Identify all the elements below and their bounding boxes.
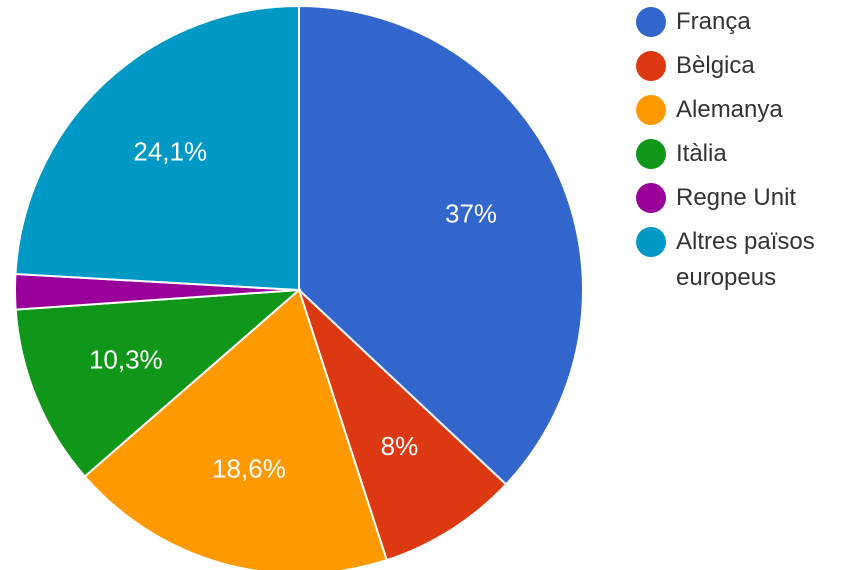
legend-item-5: Altres països europeus xyxy=(636,224,860,296)
pie-slice-1 xyxy=(298,289,508,562)
slice-value-label-3: 10,3% xyxy=(89,345,163,375)
legend-swatch-icon xyxy=(636,227,666,257)
legend-label: Altres països europeus xyxy=(676,228,815,291)
legend-label: Alemanya xyxy=(676,96,783,123)
pie-slice-0 xyxy=(298,4,584,486)
legend-item-0: França xyxy=(636,4,860,40)
legend-label: Itàlia xyxy=(676,140,727,167)
pie-slice-3 xyxy=(14,288,302,478)
legend-swatch-icon xyxy=(636,95,666,125)
legend-swatch-icon xyxy=(636,183,666,213)
legend-item-2: Alemanya xyxy=(636,92,860,128)
slice-value-label-0: 37% xyxy=(445,198,497,228)
legend-label: França xyxy=(676,8,751,35)
legend-label: Bèlgica xyxy=(676,52,755,79)
legend: França Bèlgica Alemanya Itàlia Regne Unit Alt… xyxy=(636,4,860,304)
pie-chart: 37% 8% 18,6% 10,3% 24,1% xyxy=(14,4,584,570)
legend-label: Regne Unit xyxy=(676,184,797,211)
slice-value-label-5: 24,1% xyxy=(133,137,207,167)
legend-item-3: Itàlia xyxy=(636,136,860,172)
legend-item-1: Bèlgica xyxy=(636,48,860,84)
legend-item-4: Regne Unit xyxy=(636,180,860,216)
slice-value-label-1: 8% xyxy=(381,431,419,461)
pie-slice-5 xyxy=(14,4,300,292)
legend-swatch-icon xyxy=(636,51,666,81)
legend-swatch-icon xyxy=(636,7,666,37)
pie-slice-2 xyxy=(83,288,389,570)
slice-value-label-2: 18,6% xyxy=(212,454,286,484)
legend-swatch-icon xyxy=(636,139,666,169)
